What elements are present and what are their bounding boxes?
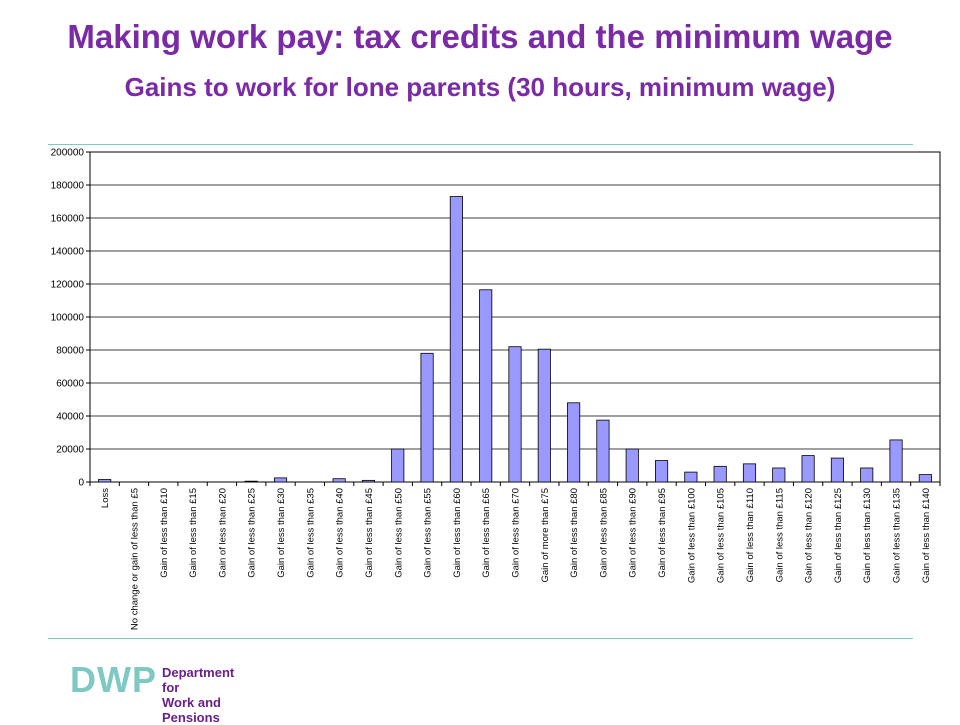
x-tick-label: Gain of less than £50 [393, 488, 404, 578]
x-tick-label: Loss [100, 488, 111, 508]
bar [449, 196, 463, 483]
x-tick-label: Gain of less than £40 [335, 488, 346, 578]
y-tick-label: 20000 [56, 445, 84, 456]
chart-bars [98, 196, 932, 483]
y-tick-label: 180000 [51, 181, 85, 192]
bar [273, 477, 288, 483]
x-tick-label: Gain of less than £120 [804, 488, 815, 583]
y-tick-label: 200000 [51, 148, 85, 159]
x-axis: Loss No change or gain of less than £5 Gai… [89, 482, 941, 630]
y-tick-label: 140000 [51, 247, 85, 258]
bar [684, 471, 698, 483]
x-tick-label: Gain of less than £25 [247, 488, 258, 578]
page-subtitle: Gains to work for lone parents (30 hours… [124, 72, 836, 102]
bar [860, 467, 874, 483]
y-tick-label: 160000 [51, 214, 85, 225]
bar [625, 448, 639, 483]
x-tick-label: Gain of less than £85 [598, 488, 609, 578]
bar [742, 463, 757, 483]
bar [244, 480, 258, 483]
y-tick-label: 0 [78, 478, 84, 489]
dwp-logo-text: Department for Work and Pensions [162, 665, 234, 725]
bar [98, 479, 112, 483]
page-title: Making work pay: tax credits and the min… [67, 18, 893, 55]
x-tick-label: Gain of less than £130 [862, 488, 873, 583]
bar [420, 352, 434, 483]
x-tick-label: Gain of less than £95 [657, 488, 668, 578]
bar [830, 457, 844, 483]
top-divider [48, 144, 913, 145]
y-tick-label: 100000 [51, 313, 85, 324]
bar [918, 474, 932, 483]
bar [889, 439, 903, 483]
x-tick-label: Gain of less than £60 [452, 488, 463, 578]
x-tick-label: Gain of more than £75 [540, 488, 551, 583]
x-tick-label: Gain of less than £100 [686, 488, 697, 583]
bar [391, 448, 405, 483]
y-tick-label: 40000 [56, 412, 84, 423]
y-tick-label: 80000 [56, 346, 84, 357]
x-tick-label: Gain of less than £30 [276, 488, 287, 578]
x-tick-label: Gain of less than £10 [159, 488, 170, 578]
dwp-logo-line2: Work and Pensions [162, 695, 221, 725]
x-tick-label: Gain of less than £35 [305, 488, 316, 578]
bar [537, 348, 551, 483]
bar [654, 460, 669, 483]
x-tick-label: Gain of less than £115 [774, 488, 785, 582]
x-tick-label: Gain of less than £125 [833, 488, 844, 583]
bar [567, 402, 581, 483]
x-tick-label: Gain of less than £110 [745, 488, 756, 582]
bar [361, 479, 376, 483]
x-tick-label: Gain of less than £90 [628, 488, 639, 578]
bar-chart: 0 20000 40000 60000 80000 100000 120000 140000 1… [51, 148, 941, 630]
x-tick-label: Gain of less than £45 [364, 488, 375, 578]
bar [772, 467, 786, 483]
x-tick-label: Gain of less than £15 [188, 488, 199, 578]
x-tick-label: Gain of less than £65 [481, 488, 492, 578]
y-tick-label: 60000 [56, 379, 84, 390]
x-tick-label: Gain of less than £140 [921, 488, 932, 583]
x-tick-label: Gain of less than £70 [511, 488, 522, 578]
bar [332, 478, 346, 483]
x-tick-label: Gain of less than £80 [569, 488, 580, 578]
x-tick-label: Gain of less than £55 [423, 488, 434, 578]
bar [508, 346, 522, 483]
bar [801, 455, 815, 483]
y-tick-label: 120000 [51, 280, 85, 291]
dwp-logo-line1: Department for [162, 665, 235, 695]
y-axis: 0 20000 40000 60000 80000 100000 120000 140000 1… [51, 148, 90, 489]
bar [596, 419, 610, 483]
dwp-logo-mark: DWP [70, 659, 157, 700]
x-tick-label: No change or gain of less than £5 [129, 488, 140, 630]
bar [479, 289, 493, 483]
bar [713, 465, 727, 483]
x-tick-label: Gain of less than £105 [716, 488, 727, 583]
bottom-divider [48, 638, 913, 639]
x-tick-label: Gain of less than £135 [892, 488, 903, 583]
x-tick-label: Gain of less than £20 [217, 488, 228, 578]
